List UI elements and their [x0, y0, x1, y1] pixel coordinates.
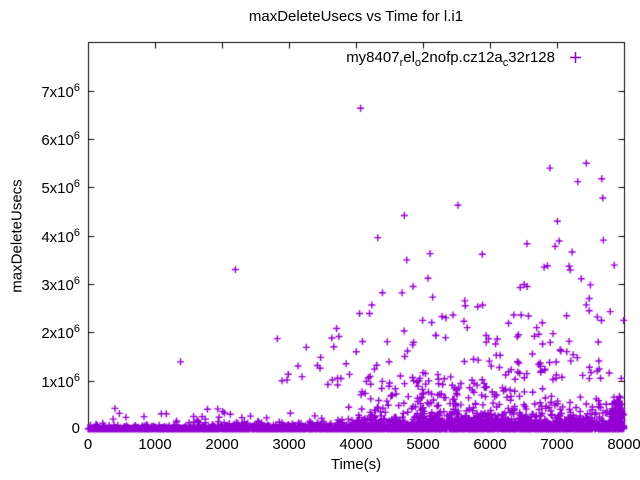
x-tick-label: 5000: [406, 436, 440, 453]
x-tick-label: 2000: [205, 436, 239, 453]
x-axis-title: Time(s): [330, 456, 382, 473]
y-tick-label: 7x106: [41, 81, 80, 101]
y-tick-label: 4x106: [41, 226, 80, 246]
x-tick-label: 6000: [473, 436, 507, 453]
y-tick-label: 6x106: [41, 130, 80, 150]
y-tick-label: 5x106: [41, 178, 80, 198]
x-tick-label: 1000: [138, 436, 172, 453]
x-tick-label: 7000: [540, 436, 574, 453]
x-tick-label: 4000: [339, 436, 373, 453]
legend-series-label: my8407relo2nofp.cz12ac32r128: [346, 49, 555, 69]
y-tick-label: 0: [71, 420, 80, 437]
chart-title: maxDeleteUsecs vs Time for l.i1: [248, 8, 464, 25]
y-tick-label: 1x106: [41, 371, 80, 391]
x-tick-label: 8000: [607, 436, 640, 453]
plus-marker-icon: [570, 52, 581, 63]
x-tick-label: 0: [83, 436, 93, 453]
y-tick-label: 3x106: [41, 275, 80, 295]
y-axis-title: maxDeleteUsecs: [8, 179, 26, 293]
y-tick-label: 2x106: [41, 323, 80, 343]
legend: my8407relo2nofp.cz12ac32r128: [346, 49, 582, 69]
x-tick-label: 3000: [272, 436, 306, 453]
